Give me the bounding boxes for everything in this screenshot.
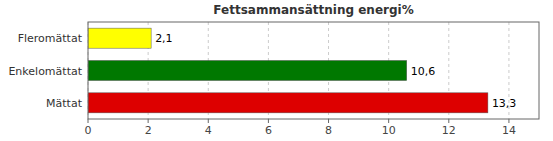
tick-label: 6 [265, 124, 272, 137]
data-label: 10,6 [411, 65, 436, 78]
category-label: Fleromättat [18, 32, 83, 45]
tick-mark [328, 119, 329, 123]
labels: 13,3 10,6 2,1 [155, 32, 516, 110]
tick-label: 4 [205, 124, 212, 137]
bars [88, 28, 488, 113]
data-label: 13,3 [492, 97, 517, 110]
plot-frame [88, 22, 539, 119]
chart-container: Fettsammansättning energi% 0 2 4 6 8 10 12 14 13,… [0, 0, 553, 141]
bar [88, 28, 151, 48]
tick-label: 10 [382, 124, 396, 137]
tick-mark [88, 119, 89, 123]
tick-mark [448, 119, 449, 123]
grid [88, 22, 509, 119]
tick-mark [388, 119, 389, 123]
tick-label: 14 [502, 124, 516, 137]
tick-label: 2 [145, 124, 152, 137]
category-label: Enkelomättat [8, 65, 82, 78]
tick-mark [268, 119, 269, 123]
bar [88, 60, 407, 80]
category-label: Mättat [46, 97, 83, 110]
tick-mark [508, 119, 509, 123]
chart: Fettsammansättning energi% 0 2 4 6 8 10 12 14 13,… [0, 0, 553, 141]
tick-mark [148, 119, 149, 123]
tick-mark [208, 119, 209, 123]
data-label: 2,1 [155, 32, 173, 45]
bar [88, 93, 488, 113]
tick-label: 0 [85, 124, 92, 137]
tick-label: 8 [325, 124, 332, 137]
title: Fettsammansättning energi% [213, 3, 413, 17]
tick-label: 12 [442, 124, 456, 137]
